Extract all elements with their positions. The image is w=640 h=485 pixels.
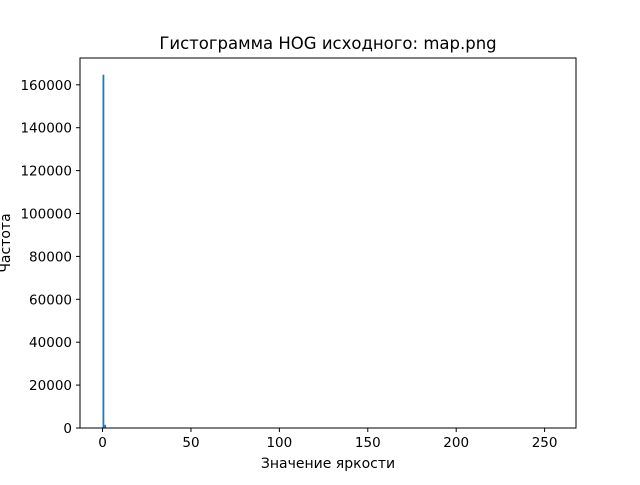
y-tick-label: 140000 [20,121,72,137]
y-tick-label: 20000 [29,378,72,394]
bars-group [102,74,107,428]
x-tick-label: 150 [355,435,381,451]
chart-title: Гистограмма HOG исходного: map.png [159,34,496,53]
y-tick-label: 60000 [29,292,72,308]
x-tick-label: 250 [532,435,558,451]
y-axis-label: Частота [0,213,14,272]
y-ticks: 0 20000 40000 60000 80000 100000 120000 140000 1… [20,78,80,437]
histogram-bar-1 [104,424,107,428]
y-tick-label: 40000 [29,335,72,351]
plot-frame [79,57,577,429]
y-tick-label: 120000 [20,164,72,180]
x-tick-label: 50 [182,435,199,451]
y-tick-label: 160000 [20,78,72,94]
y-tick-label: 0 [63,421,72,437]
x-tick-label: 100 [266,435,292,451]
x-tick-label: 0 [98,435,107,451]
y-tick-label: 80000 [29,249,72,265]
y-tick-label: 100000 [20,207,72,223]
histogram-bar-0 [102,74,105,428]
x-axis-label: Значение яркости [261,456,395,472]
x-ticks: 0 50 100 150 200 250 [98,428,558,451]
x-tick-label: 200 [443,435,469,451]
